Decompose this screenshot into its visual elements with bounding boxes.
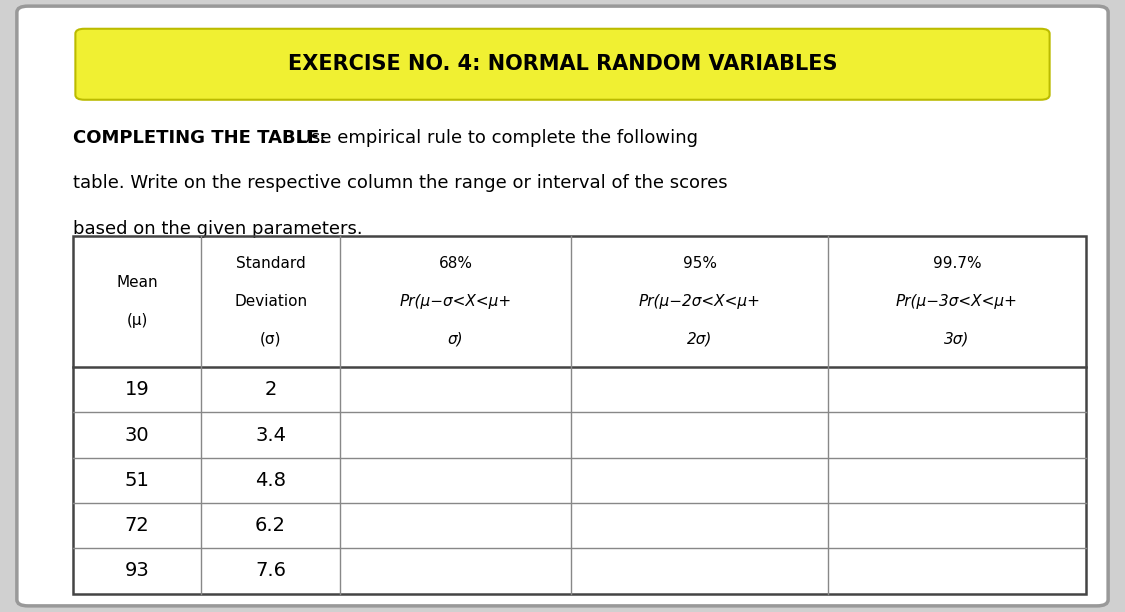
Text: 3.4: 3.4 — [255, 425, 286, 445]
Text: σ): σ) — [448, 332, 463, 347]
Text: Deviation: Deviation — [234, 294, 307, 309]
Text: 51: 51 — [125, 471, 150, 490]
Text: 93: 93 — [125, 561, 150, 581]
Text: 95%: 95% — [683, 256, 717, 271]
Text: 6.2: 6.2 — [255, 516, 286, 536]
Text: Standard: Standard — [236, 256, 306, 271]
Text: Pr(μ−σ<X<μ+: Pr(μ−σ<X<μ+ — [399, 294, 512, 309]
Text: 3σ): 3σ) — [944, 332, 970, 347]
Text: Pr(μ−2σ<X<μ+: Pr(μ−2σ<X<μ+ — [639, 294, 760, 309]
Text: based on the given parameters.: based on the given parameters. — [73, 220, 362, 238]
Text: COMPLETING THE TABLE:: COMPLETING THE TABLE: — [73, 129, 326, 146]
Text: 99.7%: 99.7% — [933, 256, 981, 271]
FancyBboxPatch shape — [17, 6, 1108, 606]
Text: Use empirical rule to complete the following: Use empirical rule to complete the follo… — [292, 129, 699, 146]
Text: 4.8: 4.8 — [255, 471, 286, 490]
Text: 19: 19 — [125, 380, 150, 400]
Text: Mean: Mean — [116, 275, 158, 290]
Text: 2: 2 — [264, 380, 277, 400]
Text: EXERCISE NO. 4: NORMAL RANDOM VARIABLES: EXERCISE NO. 4: NORMAL RANDOM VARIABLES — [288, 54, 837, 74]
Text: 2σ): 2σ) — [687, 332, 712, 347]
FancyBboxPatch shape — [75, 29, 1050, 100]
Text: Pr(μ−3σ<X<μ+: Pr(μ−3σ<X<μ+ — [896, 294, 1018, 309]
Text: (σ): (σ) — [260, 332, 281, 347]
Text: 7.6: 7.6 — [255, 561, 286, 581]
Text: table. Write on the respective column the range or interval of the scores: table. Write on the respective column th… — [73, 174, 728, 192]
Text: 72: 72 — [125, 516, 150, 536]
Text: (μ): (μ) — [126, 313, 147, 328]
Text: 30: 30 — [125, 425, 150, 445]
Text: 68%: 68% — [439, 256, 472, 271]
Bar — [73, 236, 1086, 594]
